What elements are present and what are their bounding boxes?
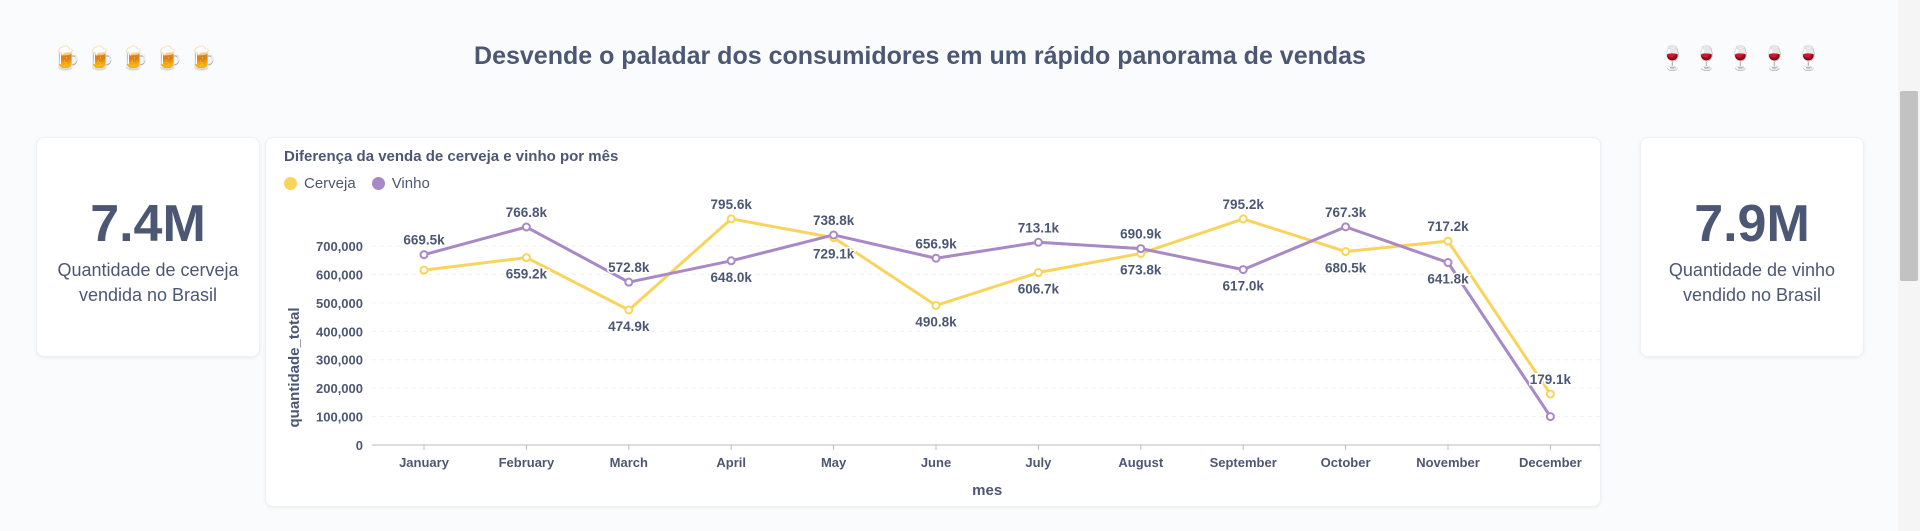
data-label-vinho: 648.0k — [711, 270, 753, 285]
data-point-cerveja — [1238, 214, 1248, 224]
data-point-cerveja — [726, 214, 736, 224]
data-point-vinho — [1341, 222, 1351, 232]
data-label-vinho: 690.9k — [1120, 227, 1162, 242]
data-point-vinho — [1033, 237, 1043, 247]
data-point-cerveja — [624, 305, 634, 315]
y-tick-label: 100,000 — [316, 410, 363, 425]
chart-legend: Cerveja Vinho — [284, 175, 430, 192]
y-tick-label: 300,000 — [316, 353, 363, 368]
beer-mug-icon: 🍺 — [120, 46, 149, 72]
data-label-vinho: 669.5k — [403, 233, 445, 248]
data-label-cerveja: 490.8k — [915, 314, 957, 329]
wine-kpi-card[interactable]: 7.9M Quantidade de vinho vendido no Bras… — [1640, 137, 1864, 357]
page-title: Desvende o paladar dos consumidores em u… — [474, 42, 1366, 70]
scrollbar-thumb[interactable] — [1900, 91, 1918, 281]
data-point-cerveja — [1341, 247, 1351, 257]
x-tick-label: September — [1210, 455, 1277, 470]
beer-emoji-row: 🍺 🍺 🍺 🍺 🍺 — [52, 44, 217, 74]
beer-kpi-label: Quantidade de cerveja vendida no Brasil — [57, 260, 239, 305]
data-label-vinho: 572.8k — [608, 260, 650, 275]
legend-item-cerveja[interactable]: Cerveja — [284, 175, 356, 192]
x-tick-label: March — [610, 455, 648, 470]
y-tick-label: 700,000 — [316, 239, 363, 254]
wine-kpi-label: Quantidade de vinho vendido no Brasil — [1668, 260, 1836, 305]
wine-kpi-value: 7.9M — [1694, 195, 1810, 253]
beer-mug-icon: 🍺 — [86, 46, 115, 72]
x-tick-label: May — [821, 455, 847, 470]
x-tick-label: November — [1416, 455, 1480, 470]
data-point-vinho — [1136, 244, 1146, 254]
series-line-vinho — [423, 225, 1552, 418]
data-label-cerveja: 606.7k — [1018, 282, 1060, 297]
y-tick-label: 600,000 — [316, 267, 363, 282]
wine-glass-icon: 🍷 — [1760, 46, 1789, 72]
data-point-vinho — [829, 230, 839, 240]
data-label-cerveja: 179.1k — [1530, 372, 1572, 387]
data-label-cerveja: 474.9k — [608, 319, 650, 334]
x-axis-title: mes — [972, 482, 1002, 499]
x-tick-label: February — [499, 455, 555, 470]
chart-title: Diferença da venda de cerveja e vinho po… — [284, 148, 619, 165]
x-tick-label: June — [921, 455, 951, 470]
data-label-cerveja: 795.2k — [1223, 197, 1265, 212]
data-point-vinho — [521, 222, 531, 232]
wine-glass-icon: 🍷 — [1794, 46, 1823, 72]
data-point-vinho — [1443, 258, 1453, 268]
data-point-vinho — [726, 256, 736, 266]
data-label-cerveja: 717.2k — [1427, 219, 1469, 234]
line-chart: 0 100,000 200,000 300,000 400,000 500,000 600,… — [286, 195, 1600, 499]
x-tick-label: July — [1025, 455, 1052, 470]
y-axis-title: quantidade_total — [286, 307, 303, 427]
data-point-vinho — [624, 277, 634, 287]
legend-dot-cerveja — [284, 177, 297, 190]
legend-label-cerveja: Cerveja — [304, 175, 356, 192]
data-label-cerveja: 673.8k — [1120, 262, 1162, 277]
x-tick-label: April — [716, 455, 746, 470]
data-label-vinho: 641.8k — [1427, 272, 1469, 287]
data-point-cerveja — [419, 265, 429, 275]
x-tick-label: October — [1321, 455, 1371, 470]
sales-chart-card[interactable]: Diferença da venda de cerveja e vinho po… — [265, 137, 1601, 507]
series-line-cerveja — [423, 217, 1552, 395]
legend-label-vinho: Vinho — [391, 175, 430, 192]
data-label-vinho: 766.8k — [506, 205, 548, 220]
data-point-cerveja — [1545, 389, 1555, 399]
y-tick-label: 500,000 — [316, 296, 363, 311]
y-tick-label: 400,000 — [316, 324, 363, 339]
data-point-cerveja — [521, 253, 531, 263]
data-point-cerveja — [931, 300, 941, 310]
beer-mug-icon: 🍺 — [154, 46, 183, 72]
y-tick-label: 0 — [356, 438, 363, 453]
x-tick-label: January — [399, 455, 450, 470]
wine-glass-icon: 🍷 — [1692, 46, 1721, 72]
x-tick-label: December — [1519, 455, 1582, 470]
beer-mug-icon: 🍺 — [188, 46, 217, 72]
x-tick-label: August — [1118, 455, 1163, 470]
data-point-cerveja — [1443, 236, 1453, 246]
data-point-cerveja — [1033, 268, 1043, 278]
legend-item-vinho[interactable]: Vinho — [371, 175, 430, 192]
wine-emoji-row: 🍷 🍷 🍷 🍷 🍷 — [1658, 44, 1823, 74]
data-label-vinho: 713.1k — [1018, 220, 1060, 235]
data-label-vinho: 617.0k — [1223, 279, 1265, 294]
beer-kpi-card[interactable]: 7.4M Quantidade de cerveja vendida no Br… — [36, 137, 260, 357]
y-tick-label: 200,000 — [316, 381, 363, 396]
data-point-vinho — [1238, 265, 1248, 275]
data-label-vinho: 767.3k — [1325, 205, 1367, 220]
wine-glass-icon: 🍷 — [1658, 46, 1687, 72]
data-label-cerveja: 795.6k — [711, 197, 753, 212]
data-point-vinho — [931, 253, 941, 263]
beer-kpi-value: 7.4M — [90, 195, 206, 253]
data-label-cerveja: 729.1k — [813, 247, 855, 262]
wine-glass-icon: 🍷 — [1726, 46, 1755, 72]
data-label-vinho: 738.8k — [813, 213, 855, 228]
data-point-vinho — [1545, 412, 1555, 422]
legend-dot-vinho — [371, 177, 385, 190]
beer-mug-icon: 🍺 — [52, 46, 81, 72]
data-label-cerveja: 680.5k — [1325, 261, 1367, 276]
data-label-cerveja: 659.2k — [506, 267, 548, 282]
data-point-vinho — [419, 250, 429, 260]
data-label-vinho: 656.9k — [915, 236, 957, 251]
